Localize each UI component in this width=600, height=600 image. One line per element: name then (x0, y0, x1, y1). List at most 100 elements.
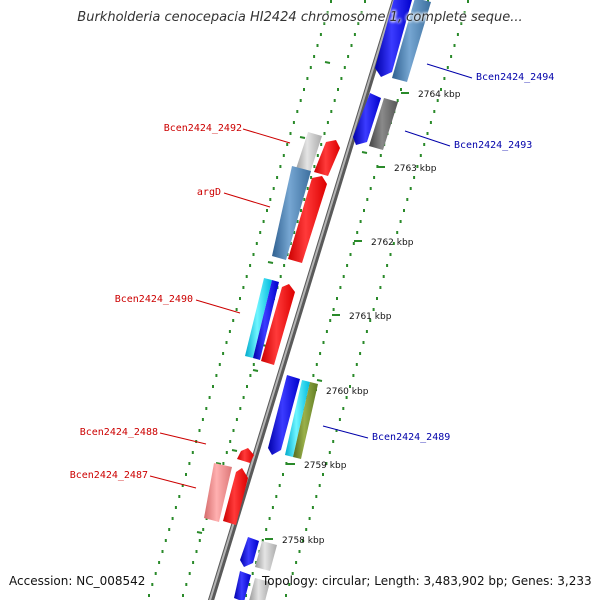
track-dot (174, 506, 177, 509)
track-dot (338, 418, 341, 421)
track-dot (208, 396, 211, 399)
gene-arrow-bcen2424-2490-c (261, 284, 295, 365)
track-dot (319, 352, 322, 355)
track-dot (467, 0, 469, 3)
track-dot (303, 198, 306, 201)
track-dot (151, 583, 154, 586)
gene-arrow-bcen2424-2494-a (375, 0, 412, 77)
track-dot (295, 561, 298, 564)
track-dot (261, 539, 264, 542)
track-dot (379, 154, 382, 157)
track-dot (379, 286, 382, 289)
track-dot (325, 462, 328, 465)
track-dot (328, 451, 331, 454)
label-connector-line (404, 130, 451, 147)
track-dot (396, 231, 399, 234)
gene-label[interactable]: Bcen2424_2487 (70, 470, 148, 481)
gene-arrow-bcen2424-2489-c (293, 382, 318, 459)
track-dot (286, 143, 289, 146)
gene-bcen2424-2493[interactable] (353, 93, 398, 150)
track-dot (242, 286, 245, 289)
track-dot (400, 88, 402, 91)
track-dot (188, 572, 191, 575)
track-dot (185, 473, 187, 476)
track-dot (285, 462, 288, 465)
track-dot (339, 286, 342, 289)
track-dot (349, 253, 352, 256)
label-connector-line (149, 475, 197, 489)
gene-bcen2424-2494[interactable] (375, 0, 431, 82)
track-dot (349, 385, 351, 388)
gene-bcen2424-2490[interactable] (245, 278, 295, 365)
gene-bcen2424-2492[interactable] (295, 132, 340, 176)
gene-label[interactable]: Bcen2424_2492 (164, 123, 242, 134)
gene-label[interactable]: Bcen2424_2490 (115, 294, 193, 305)
track-dot (198, 539, 201, 542)
track-dot (353, 33, 356, 36)
track-dot (289, 132, 292, 135)
track-dot (239, 407, 242, 410)
gene-arrow-argd-a (272, 166, 311, 260)
track-dot (313, 165, 316, 168)
boundary-dash (316, 379, 323, 382)
track-dot (252, 253, 255, 256)
gene-label[interactable]: Bcen2424_2488 (80, 427, 158, 438)
track-dot (239, 297, 241, 300)
gene-arrow-bcen2424-2489-b (285, 380, 310, 457)
gene-argd[interactable] (272, 166, 327, 263)
scale-tick-label: 2759 kbp (304, 461, 347, 471)
track-dot (355, 363, 358, 366)
gene-label[interactable]: Bcen2424_2489 (372, 432, 450, 443)
track-dot (255, 242, 258, 245)
gene-label[interactable]: Bcen2424_2493 (454, 140, 532, 151)
track-dot (148, 594, 150, 597)
label-connector-line (242, 128, 291, 144)
gene-arrow-bcen2424-2487-a (204, 463, 232, 522)
track-dot (463, 11, 466, 14)
track-dot (271, 506, 274, 509)
track-dot (181, 484, 184, 487)
gene-bcen2424-2488[interactable] (237, 448, 254, 463)
gene-bottom-2[interactable] (234, 571, 270, 600)
track-dot (443, 77, 446, 80)
gene-bcen2424-2487[interactable] (204, 463, 248, 525)
track-dot (426, 132, 429, 135)
track-dot (357, 22, 360, 25)
track-dot (285, 594, 287, 597)
scale-ticks: 2764 kbp 2763 kbp 2762 kbp 2761 kbp 2760 kbp… (265, 90, 461, 546)
track-dot (416, 165, 419, 168)
track-dot (249, 264, 252, 267)
track-dot (406, 198, 409, 201)
track-dot (429, 121, 432, 124)
track-dot (325, 330, 328, 333)
boundary-dash (361, 151, 368, 154)
track-dot (364, 0, 366, 3)
gene-arrow-bottom-2-b (249, 578, 270, 600)
track-dot (215, 374, 218, 377)
track-dot (282, 154, 285, 157)
gene-arrow-bcen2424-2492-b (314, 140, 340, 176)
track-dot (245, 594, 247, 597)
track-dot (182, 594, 184, 597)
accession-text: Accession: NC_008542 (9, 574, 146, 588)
gene-bottom-1[interactable] (240, 537, 277, 571)
boundary-dash (299, 136, 306, 139)
scale-tick-label: 2764 kbp (418, 90, 461, 100)
gene-label[interactable]: Bcen2424_2494 (476, 72, 554, 83)
track-dot (229, 440, 232, 443)
track-dot (191, 451, 194, 454)
track-dot (382, 275, 385, 278)
track-dot (265, 528, 268, 531)
track-dot (301, 539, 304, 542)
track-dot (322, 341, 325, 344)
gene-label[interactable]: argD (197, 187, 221, 198)
track-dot (389, 253, 392, 256)
gene-bcen2424-2489[interactable] (268, 375, 318, 459)
boundary-dash (252, 369, 259, 372)
track-dot (279, 275, 282, 278)
boundary-dash (267, 261, 274, 264)
track-dot (291, 572, 294, 575)
track-dot (329, 319, 332, 322)
label-connector-line (195, 299, 241, 314)
track-dot (266, 209, 268, 212)
